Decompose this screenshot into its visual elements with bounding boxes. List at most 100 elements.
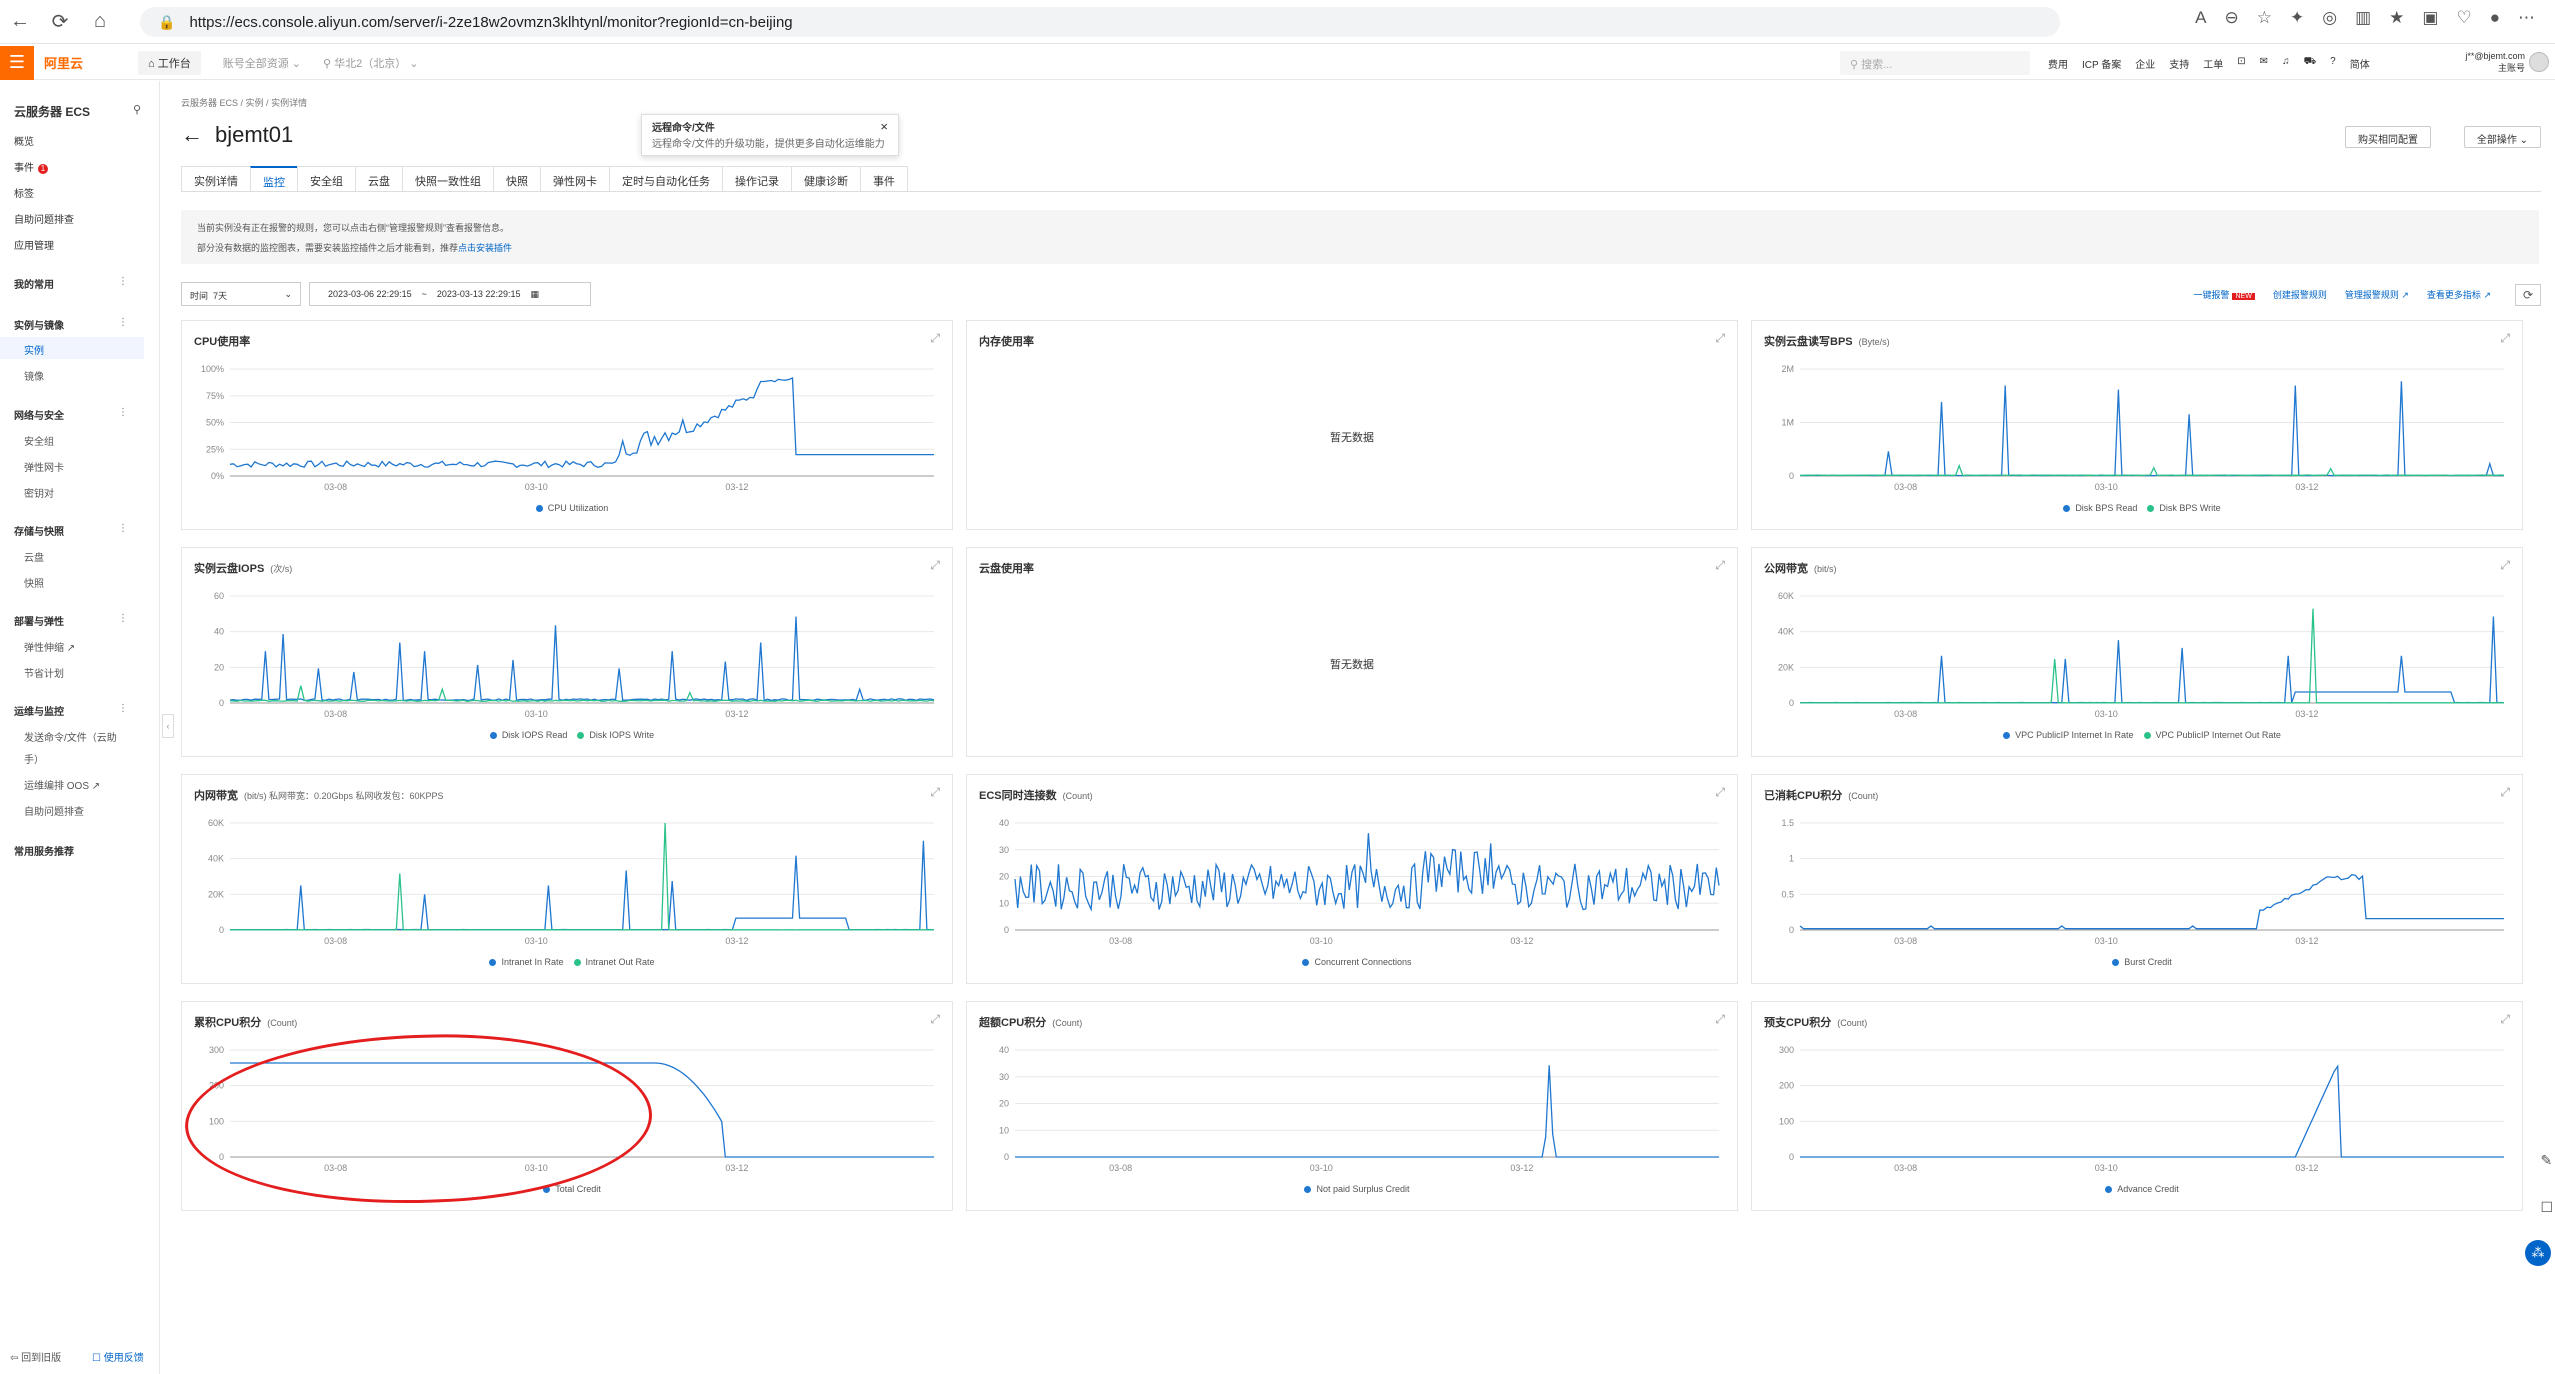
legend-item[interactable]: Concurrent Connections [1292,957,1412,967]
expand-icon[interactable]: ⤢ [2500,785,2510,799]
console-search[interactable]: ⚲ 搜索... [1840,51,2030,75]
breadcrumb-ecs[interactable]: 云服务器 ECS [181,98,239,108]
address-bar[interactable]: 🔒 https://ecs.console.aliyun.com/server/… [140,7,2060,37]
sidebar-group-deploy[interactable]: 部署与弹性 [14,617,64,628]
cart-icon[interactable]: ⛟ [2303,56,2317,67]
zoom-icon[interactable]: ⊖ [2224,8,2239,27]
lang-switch[interactable]: 简体 [2349,60,2370,71]
sidebar-item-disks[interactable]: 云盘 [24,553,44,564]
legend-item[interactable]: VPC PublicIP Internet In Rate [1993,730,2134,740]
legend-item[interactable]: Total Credit [533,1184,601,1194]
tab-snapshot[interactable]: 快照 [493,166,541,191]
buy-same-config-button[interactable]: 购买相同配置 [2345,126,2431,148]
expand-icon[interactable]: ⤢ [930,785,940,799]
sidebar-item-security-groups[interactable]: 安全组 [24,437,54,448]
sidebar-group-instances[interactable]: 实例与镜像 [14,321,64,332]
avatar[interactable] [2529,52,2549,72]
message-icon[interactable]: ✉ [2259,56,2269,67]
sidebar-item-app-mgmt[interactable]: 应用管理 [14,241,54,252]
legend-item[interactable]: Disk BPS Write [2137,503,2221,513]
legend-item[interactable]: Disk IOPS Write [567,730,654,740]
help-icon[interactable]: ? [2330,56,2336,67]
browser-essentials-icon[interactable]: ♡ [2456,8,2472,27]
one-click-alarm-link[interactable]: 一键报警 NEW [2193,288,2255,301]
sidebar-group-recommend[interactable]: 常用服务推荐 [14,847,74,858]
profile-icon[interactable]: ● [2489,8,2500,27]
sidebar-item-autoscaling[interactable]: 弹性伸缩 ↗ [24,643,76,654]
expand-icon[interactable]: ⤢ [1715,331,1725,345]
tab-security-group[interactable]: 安全组 [297,166,356,191]
create-rule-link[interactable]: 创建报警规则 [2272,290,2327,300]
time-range-select[interactable]: 时间 7天 ⌄ [181,282,301,306]
refresh-button[interactable]: ⟳ [2515,284,2541,306]
header-link-fee[interactable]: 费用 [2048,60,2068,71]
expand-icon[interactable]: ⤢ [1715,558,1725,572]
tab-health[interactable]: 健康诊断 [791,166,861,191]
refresh-ext-icon[interactable]: ◎ [2322,8,2338,27]
date-range-picker[interactable]: 2023-03-06 22:29:15 ~ 2023-03-13 22:29:1… [309,282,591,306]
more-icon[interactable]: ⋯ [2518,8,2535,27]
favorite-icon[interactable]: ☆ [2256,8,2272,27]
expand-icon[interactable]: ⤢ [1715,1012,1725,1026]
read-aloud-icon[interactable]: A [2195,8,2207,27]
header-link-support[interactable]: 支持 [2169,60,2190,71]
more-icon[interactable]: ⋮ [118,317,128,328]
sidebar-item-tags[interactable]: 标签 [14,189,34,200]
bell-icon[interactable]: ♫ [2282,56,2290,67]
sidebar-group-storage[interactable]: 存储与快照 [14,527,64,538]
tab-snapshot-group[interactable]: 快照一致性组 [402,166,494,191]
back-icon[interactable]: ← [10,10,30,32]
legend-item[interactable]: VPC PublicIP Internet Out Rate [2134,730,2281,740]
more-icon[interactable]: ⋮ [118,523,128,534]
sidebar-item-keypairs[interactable]: 密钥对 [24,489,54,500]
expand-icon[interactable]: ⤢ [2500,1012,2510,1026]
back-arrow-icon[interactable]: ← [181,122,203,147]
legend-item[interactable]: Intranet In Rate [479,957,564,967]
favorites-icon[interactable]: ★ [2389,8,2405,27]
legend-item[interactable]: Disk IOPS Read [480,730,567,740]
sidebar-group-my-common[interactable]: 我的常用 [14,280,54,291]
workbench-button[interactable]: ⌂ 工作台 [138,50,201,75]
sidebar-item-auto-troubleshoot[interactable]: 自助问题排查 [14,215,74,226]
user-info[interactable]: j**@bjemt.com 主账号 [2465,50,2525,74]
expand-icon[interactable]: ⤢ [930,558,940,572]
tab-disk[interactable]: 云盘 [355,166,403,191]
legend-item[interactable]: Burst Credit [2102,957,2172,967]
manage-rule-link[interactable]: 管理报警规则 ↗ [2344,290,2409,300]
header-link-ticket[interactable]: 工单 [2203,60,2224,71]
legend-item[interactable]: Advance Credit [2095,1184,2179,1194]
back-to-old-button[interactable]: ⇦ 回到旧版 [10,1353,62,1364]
more-icon[interactable]: ⋮ [118,613,128,624]
sidebar-search-icon[interactable]: ⚲ [133,104,142,116]
extension-icon[interactable]: ✦ [2290,8,2305,27]
feedback-button[interactable]: ☐ 使用反馈 [92,1353,144,1364]
sidebar-item-instances[interactable]: 实例 [24,346,44,357]
more-icon[interactable]: ⋮ [118,276,128,287]
tab-events[interactable]: 事件 [860,166,908,191]
sidebar-item-snapshots[interactable]: 快照 [24,579,44,590]
sidebar-item-send-cmd[interactable]: 发送命令/文件（云助 [24,733,117,744]
legend-item[interactable]: CPU Utilization [526,503,608,513]
tab-instance-detail[interactable]: 实例详情 [181,166,251,191]
refresh-icon[interactable]: ⟳ [51,11,69,33]
close-icon[interactable]: × [880,119,888,134]
sidebar-item-self-troubleshoot[interactable]: 自助问题排查 [24,807,84,818]
more-metrics-link[interactable]: 查看更多指标 ↗ [2426,290,2491,300]
sidebar-item-savings[interactable]: 节省计划 [24,669,64,680]
more-icon[interactable]: ⋮ [118,407,128,418]
sidebar-item-events[interactable]: 事件 1 [14,159,48,174]
home-icon[interactable]: ⌂ [93,10,107,32]
header-link-icp[interactable]: ICP 备案 [2082,60,2122,71]
legend-item[interactable]: Not paid Surplus Credit [1294,1184,1410,1194]
expand-icon[interactable]: ⤢ [930,1012,940,1026]
sidebar-collapse-handle[interactable]: ‹ [162,714,174,738]
sidebar-item-eni[interactable]: 弹性网卡 [24,463,64,474]
aliyun-logo[interactable]: 阿里云 [44,56,84,71]
chat-icon[interactable]: ☐ [2540,1199,2553,1215]
region-selector[interactable]: ⚲ 华北2（北京） ⌄ [322,57,419,70]
legend-item[interactable]: Intranet Out Rate [564,957,655,967]
more-icon[interactable]: ⋮ [118,703,128,714]
expand-icon[interactable]: ⤢ [1715,785,1725,799]
account-selector[interactable]: 账号全部资源 ⌄ [222,57,301,70]
all-ops-button[interactable]: 全部操作 ⌄ [2463,126,2541,148]
